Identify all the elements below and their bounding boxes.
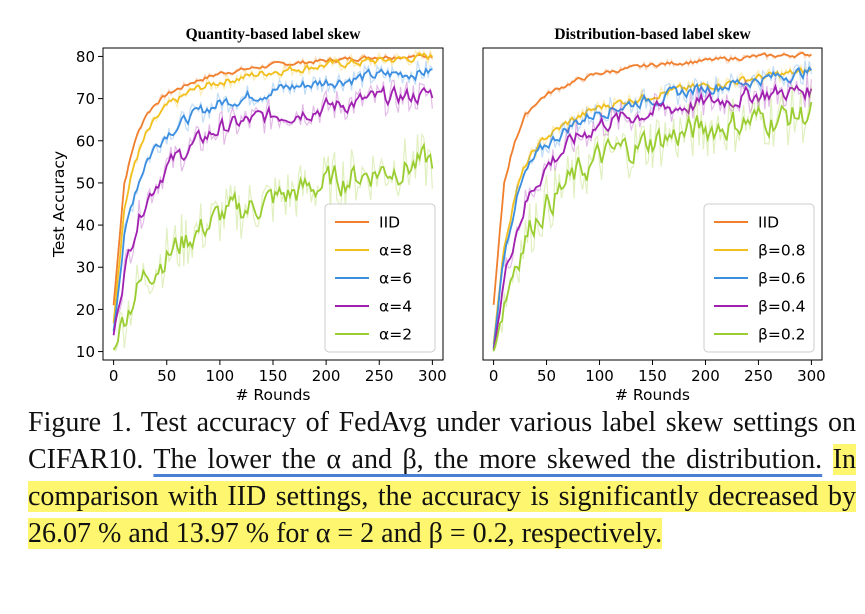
legend-label: α=2	[379, 326, 412, 344]
x-tick-label: 50	[537, 367, 556, 385]
series-line	[492, 67, 812, 344]
x-tick-label: 50	[157, 367, 176, 385]
x-tick-label: 150	[259, 367, 288, 385]
y-tick-label: 30	[76, 259, 95, 277]
series-line	[112, 84, 434, 336]
x-axis-label: # Rounds	[615, 386, 690, 404]
y-tick-label: 20	[76, 301, 95, 319]
series-line	[492, 101, 813, 352]
y-tick-label: 10	[76, 343, 95, 361]
x-tick-label: 250	[744, 367, 773, 385]
x-tick-label: 0	[109, 367, 119, 385]
y-tick-label: 50	[76, 174, 95, 192]
series-line	[492, 66, 813, 349]
legend-label: β=0.6	[758, 270, 806, 288]
x-tick-label: 0	[489, 367, 499, 385]
caption-space	[822, 444, 833, 475]
caption-prefix: Figure 1. Test accuracy of FedAvg under …	[28, 407, 856, 475]
legend-label: α=6	[379, 270, 412, 288]
series-raw-line	[493, 60, 812, 350]
legend-box	[703, 203, 815, 353]
series-raw-line	[493, 85, 812, 352]
plot-area	[112, 49, 434, 353]
x-tick-label: 150	[638, 367, 667, 385]
legend-label: β=0.8	[758, 242, 806, 260]
chart-panel-2: Distribution-based label skew 0 50 100 150 20…	[482, 26, 826, 404]
chart-title: Quantity-based label skew	[186, 26, 362, 43]
x-axis-label: # Rounds	[235, 386, 310, 404]
x-tick-label: 250	[365, 367, 394, 385]
figure-caption: Figure 1. Test accuracy of FedAvg under …	[28, 404, 857, 552]
y-tick-label: 80	[76, 48, 95, 66]
legend-label: IID	[758, 214, 779, 232]
legend-label: β=0.4	[758, 298, 806, 316]
series-line	[112, 52, 433, 323]
y-tick-label: 40	[76, 217, 95, 235]
series-raw-line	[113, 132, 433, 353]
x-tick-label: 100	[585, 367, 614, 385]
x-tick-label: 200	[312, 367, 341, 385]
legend-label: IID	[379, 214, 400, 232]
plot-area	[492, 50, 813, 352]
legend: IID β=0.8 β=0.6 β=0.4 β=0.2	[703, 203, 815, 353]
legend-label: α=8	[379, 242, 412, 260]
legend-label: β=0.2	[758, 326, 806, 344]
legend: IID α=8 α=6 α=4 α=2	[324, 203, 436, 353]
series-line	[492, 51, 812, 305]
chart-title: Distribution-based label skew	[554, 26, 751, 43]
legend-label: α=4	[379, 298, 412, 316]
series-line	[112, 141, 434, 351]
y-axis-label: Test Accuracy	[50, 151, 68, 258]
legend-box	[324, 203, 436, 353]
series-line	[492, 83, 813, 350]
x-tick-label: 200	[691, 367, 720, 385]
caption-underlined: The lower the α and β, the more skewed t…	[153, 444, 823, 475]
x-tick-label: 300	[797, 367, 826, 385]
y-tick-label: 70	[76, 90, 95, 108]
x-tick-label: 100	[206, 367, 235, 385]
y-tick-label: 60	[76, 132, 95, 150]
x-tick-label: 300	[418, 367, 447, 385]
chart-panel-1: Quantity-based label skew 0 50 100 150 200 250…	[50, 26, 447, 404]
series-line	[112, 67, 433, 332]
